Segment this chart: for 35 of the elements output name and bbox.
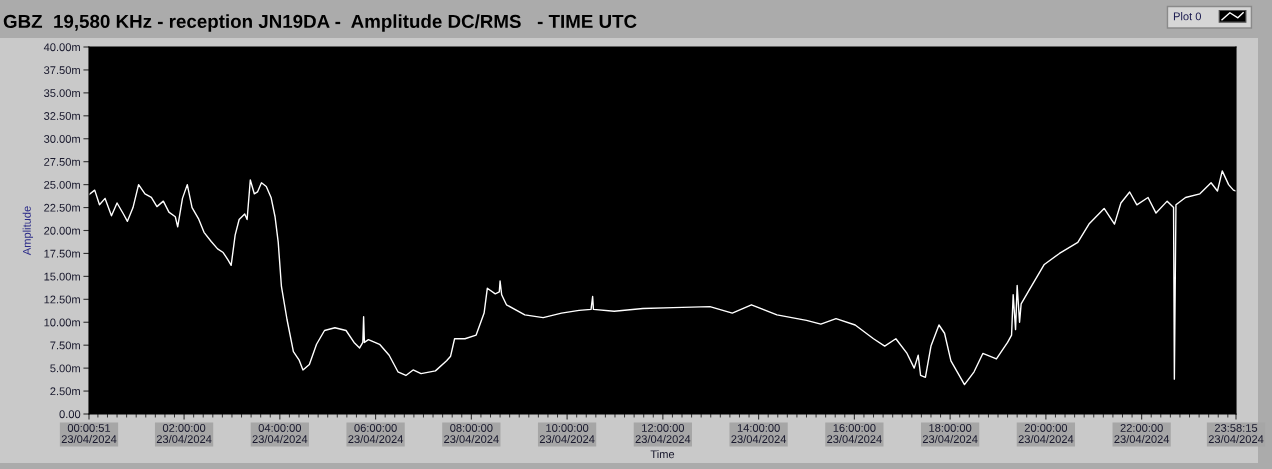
y-tick-label: 22.50m: [44, 203, 80, 212]
y-tick-label: 7.50m: [50, 341, 80, 350]
y-tick-label: 20.00m: [44, 226, 80, 235]
y-tick-label: 27.50m: [44, 157, 80, 166]
y-tick-label: 35.00m: [44, 89, 80, 98]
y-tick-label: 37.50m: [44, 66, 80, 75]
y-tick-label: 32.50m: [44, 112, 80, 120]
x-tick-label: 08:00:00 23/04/2024: [444, 424, 499, 444]
y-axis-title: Amplitude: [22, 206, 33, 256]
y-tick-label: 17.50m: [44, 249, 80, 258]
x-tick-label: 10:00:00 23/04/2024: [539, 424, 595, 444]
x-tick-label: 16:00:00 23/04/2024: [827, 424, 882, 444]
y-tick-label: 15.00m: [44, 272, 80, 281]
y-tick-label: 40.00m: [43, 43, 80, 52]
x-tick-label: 22:00:00 23/04/2024: [1114, 424, 1170, 444]
legend-label: Plot 0: [1173, 12, 1202, 21]
chart-title: GBZ 19,580 KHz - reception JN19DA - Amplitude DC/RMS - TIME UTC: [3, 14, 637, 32]
y-tick-label: 30.00m: [44, 135, 80, 143]
x-tick-label: 20:00:00 23/04/2024: [1018, 424, 1074, 444]
y-tick-label: 12.50m: [44, 295, 80, 304]
y-tick-label: 0.00: [59, 410, 81, 419]
x-tick-label: 12:00:00 23/04/2024: [635, 424, 691, 444]
x-tick-label: 23:58:15 23/04/2024: [1208, 424, 1264, 444]
x-tick-label: 02:00:00 23/04/2024: [156, 424, 212, 444]
y-tick-label: 2.50m: [50, 387, 80, 396]
y-tick-label: 25.00m: [44, 180, 80, 189]
x-tick-label: 00:00:51 23/04/2024: [61, 424, 117, 444]
x-tick-label: 06:00:00 23/04/2024: [348, 424, 404, 444]
y-tick-label: 5.00m: [50, 364, 80, 373]
x-tick-label: 14:00:00 23/04/2024: [731, 424, 787, 444]
x-axis-title: Time: [650, 450, 675, 459]
x-tick-label: 18:00:00 23/04/2024: [922, 424, 978, 444]
x-tick-label: 04:00:00 23/04/2024: [252, 424, 308, 444]
line-series: [89, 170, 1236, 386]
y-tick-label: 10.00m: [44, 318, 80, 327]
